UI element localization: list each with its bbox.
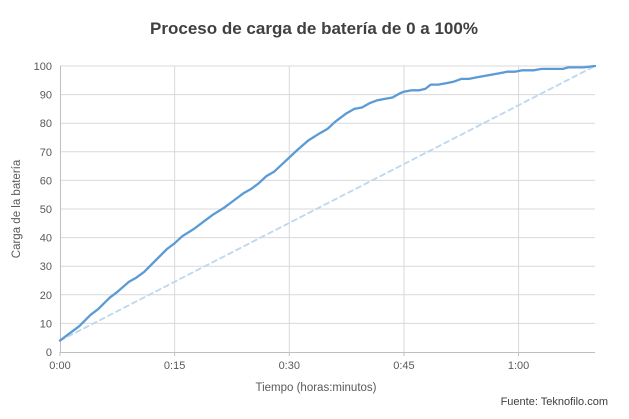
- y-tick-label: 80: [40, 118, 52, 130]
- source-credit: Fuente: Teknofilo.com: [501, 396, 608, 408]
- y-tick-label: 60: [40, 175, 52, 187]
- x-tick-label: 0:00: [49, 360, 70, 372]
- y-tick-label: 90: [40, 90, 52, 102]
- y-tick-label: 40: [40, 233, 52, 245]
- x-axis-title: Tiempo (horas:minutos): [255, 382, 376, 394]
- y-tick-label: 50: [40, 204, 52, 216]
- x-tick-label: 1:00: [508, 360, 529, 372]
- x-tick-label: 0:15: [164, 360, 185, 372]
- series-carga-real: [58, 64, 597, 342]
- series-referencia-lineal: [59, 65, 596, 342]
- data-series: [58, 64, 597, 342]
- y-tick-label: 100: [34, 61, 52, 73]
- y-tick-label: 30: [40, 261, 52, 273]
- chart-title: Proceso de carga de batería de 0 a 100%: [150, 19, 478, 38]
- axes: [59, 66, 595, 356]
- y-tick-label: 10: [40, 318, 52, 330]
- x-tick-label: 0:45: [393, 360, 414, 372]
- y-tick-label: 20: [40, 290, 52, 302]
- y-axis-title: Carga de la batería: [11, 159, 23, 258]
- tick-labels: 0 10 20 30 40 50 60 70 80 90 100 0:00 0:15 0:30 0:45 1:…: [34, 61, 530, 372]
- y-tick-label: 70: [40, 147, 52, 159]
- y-tick-label: 0: [46, 347, 52, 359]
- x-tick-label: 0:30: [279, 360, 300, 372]
- gridlines: [60, 65, 595, 352]
